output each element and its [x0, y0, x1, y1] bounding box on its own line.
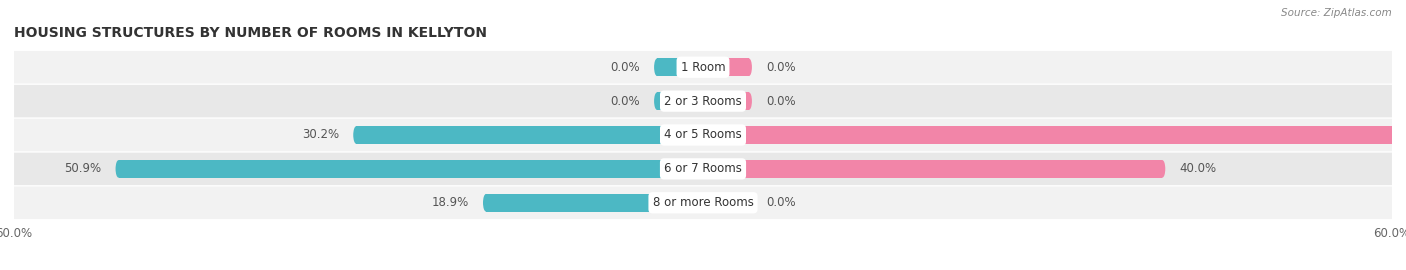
Text: 0.0%: 0.0%: [610, 61, 640, 74]
Text: Source: ZipAtlas.com: Source: ZipAtlas.com: [1281, 8, 1392, 18]
Circle shape: [654, 92, 659, 110]
Bar: [703, 92, 749, 110]
FancyBboxPatch shape: [14, 119, 1392, 151]
FancyBboxPatch shape: [14, 51, 1392, 83]
Text: 4 or 5 Rooms: 4 or 5 Rooms: [664, 129, 742, 141]
Circle shape: [115, 160, 121, 178]
Text: 0.0%: 0.0%: [766, 61, 796, 74]
FancyBboxPatch shape: [14, 85, 1392, 117]
FancyBboxPatch shape: [14, 153, 1392, 185]
Text: 40.0%: 40.0%: [1180, 162, 1216, 176]
Text: 0.0%: 0.0%: [766, 196, 796, 209]
Bar: [703, 126, 1392, 144]
Circle shape: [1389, 126, 1395, 144]
Bar: [703, 160, 1163, 178]
Text: 0.0%: 0.0%: [766, 94, 796, 108]
Circle shape: [747, 58, 752, 76]
Bar: [657, 58, 703, 76]
Bar: [486, 194, 703, 212]
Bar: [703, 194, 749, 212]
Text: 1 Room: 1 Room: [681, 61, 725, 74]
Text: 2 or 3 Rooms: 2 or 3 Rooms: [664, 94, 742, 108]
FancyBboxPatch shape: [14, 187, 1392, 219]
Circle shape: [1160, 160, 1166, 178]
Text: 0.0%: 0.0%: [610, 94, 640, 108]
Text: 6 or 7 Rooms: 6 or 7 Rooms: [664, 162, 742, 176]
Circle shape: [654, 58, 659, 76]
Text: 50.9%: 50.9%: [65, 162, 101, 176]
Bar: [356, 126, 703, 144]
Text: 30.2%: 30.2%: [302, 129, 339, 141]
Text: 8 or more Rooms: 8 or more Rooms: [652, 196, 754, 209]
Text: HOUSING STRUCTURES BY NUMBER OF ROOMS IN KELLYTON: HOUSING STRUCTURES BY NUMBER OF ROOMS IN…: [14, 26, 486, 40]
Legend: Owner-occupied, Renter-occupied: Owner-occupied, Renter-occupied: [572, 266, 834, 270]
Circle shape: [484, 194, 489, 212]
Bar: [703, 58, 749, 76]
Bar: [657, 92, 703, 110]
Text: 18.9%: 18.9%: [432, 196, 468, 209]
Circle shape: [747, 194, 752, 212]
Circle shape: [747, 92, 752, 110]
Circle shape: [353, 126, 359, 144]
Bar: [118, 160, 703, 178]
